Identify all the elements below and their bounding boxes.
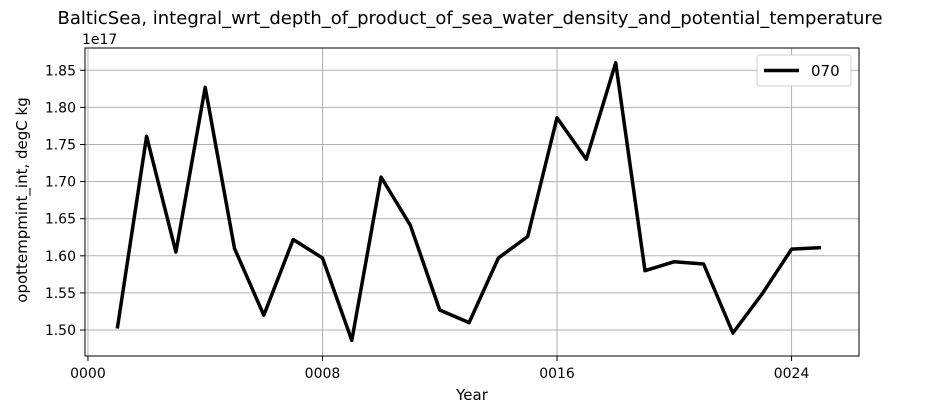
x-tick-label: 0000: [70, 366, 106, 382]
legend-label-070: 070: [811, 62, 840, 80]
grid: [85, 48, 859, 356]
y-tick-label: 1.80: [45, 100, 76, 116]
x-tick-label: 0016: [539, 366, 575, 382]
x-axis-label: Year: [455, 386, 489, 404]
y-tick-label: 1.70: [45, 175, 76, 191]
legend: 070: [756, 54, 852, 87]
x-tick-label: 0008: [305, 366, 341, 382]
y-tick-label: 1.75: [45, 137, 76, 153]
y-tick-label: 1.85: [45, 63, 76, 79]
y-axis-offset-label: 1e17: [82, 32, 117, 48]
y-axis: 1.50 1.55 1.60 1.65 1.70 1.75 1.80 1.85: [45, 63, 85, 339]
plot-area: [84, 47, 860, 357]
y-tick-label: 1.65: [45, 212, 76, 228]
legend-box: [756, 54, 852, 87]
y-tick-label: 1.50: [45, 323, 76, 339]
chart-title: BalticSea, integral_wrt_depth_of_product…: [57, 8, 882, 29]
y-axis-label: opottempmint_int, degC kg: [13, 97, 32, 302]
y-tick-label: 1.60: [45, 249, 76, 265]
series-group: [115, 61, 821, 343]
y-tick-label: 1.55: [45, 286, 76, 302]
x-tick-label: 0024: [774, 366, 810, 382]
x-axis: 0000 0008 0016 0024: [70, 356, 809, 382]
series-line-070: [115, 61, 821, 343]
